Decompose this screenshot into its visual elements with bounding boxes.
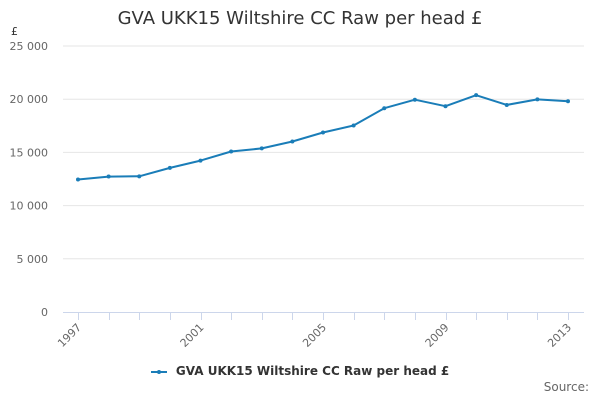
x-tick-label: 1997	[55, 321, 84, 350]
data-point	[566, 99, 570, 104]
y-tick-label: 25 000	[10, 40, 49, 53]
data-point	[474, 93, 479, 98]
data-point	[137, 174, 142, 179]
series-line	[77, 94, 569, 181]
x-tick-label: 2005	[300, 321, 329, 350]
legend-series-label: GVA UKK15 Wiltshire CC Raw per head £	[175, 364, 450, 378]
data-point	[106, 174, 111, 179]
data-point	[412, 97, 417, 102]
data-point	[382, 106, 387, 111]
y-tick-label: 10 000	[10, 200, 49, 213]
data-point	[535, 97, 540, 102]
data-point	[167, 165, 172, 170]
y-tick-label: 20 000	[10, 93, 49, 106]
legend-series-swatch-icon	[150, 368, 167, 376]
data-point	[321, 130, 325, 135]
x-tick-label: 2013	[545, 321, 574, 350]
chart-title: GVA UKK15 Wiltshire CC Raw per head £	[117, 8, 483, 29]
data-point	[504, 102, 509, 107]
y-tick-label: 5 000	[17, 253, 49, 266]
data-point	[76, 177, 80, 182]
y-tick-label: 0	[41, 306, 48, 319]
data-point	[443, 104, 448, 109]
data-point	[229, 149, 234, 154]
x-tick-label: 2001	[178, 321, 207, 350]
y-axis-unit-label: £	[11, 25, 18, 38]
source-credit[interactable]: Source:	[543, 380, 589, 394]
data-point	[351, 123, 356, 128]
x-tick-label: 2009	[423, 321, 452, 350]
chart-legend[interactable]: GVA UKK15 Wiltshire CC Raw per head £	[0, 364, 600, 378]
data-point	[198, 158, 203, 163]
data-point	[290, 139, 295, 144]
data-point	[259, 146, 264, 151]
y-tick-label: 15 000	[10, 146, 49, 159]
